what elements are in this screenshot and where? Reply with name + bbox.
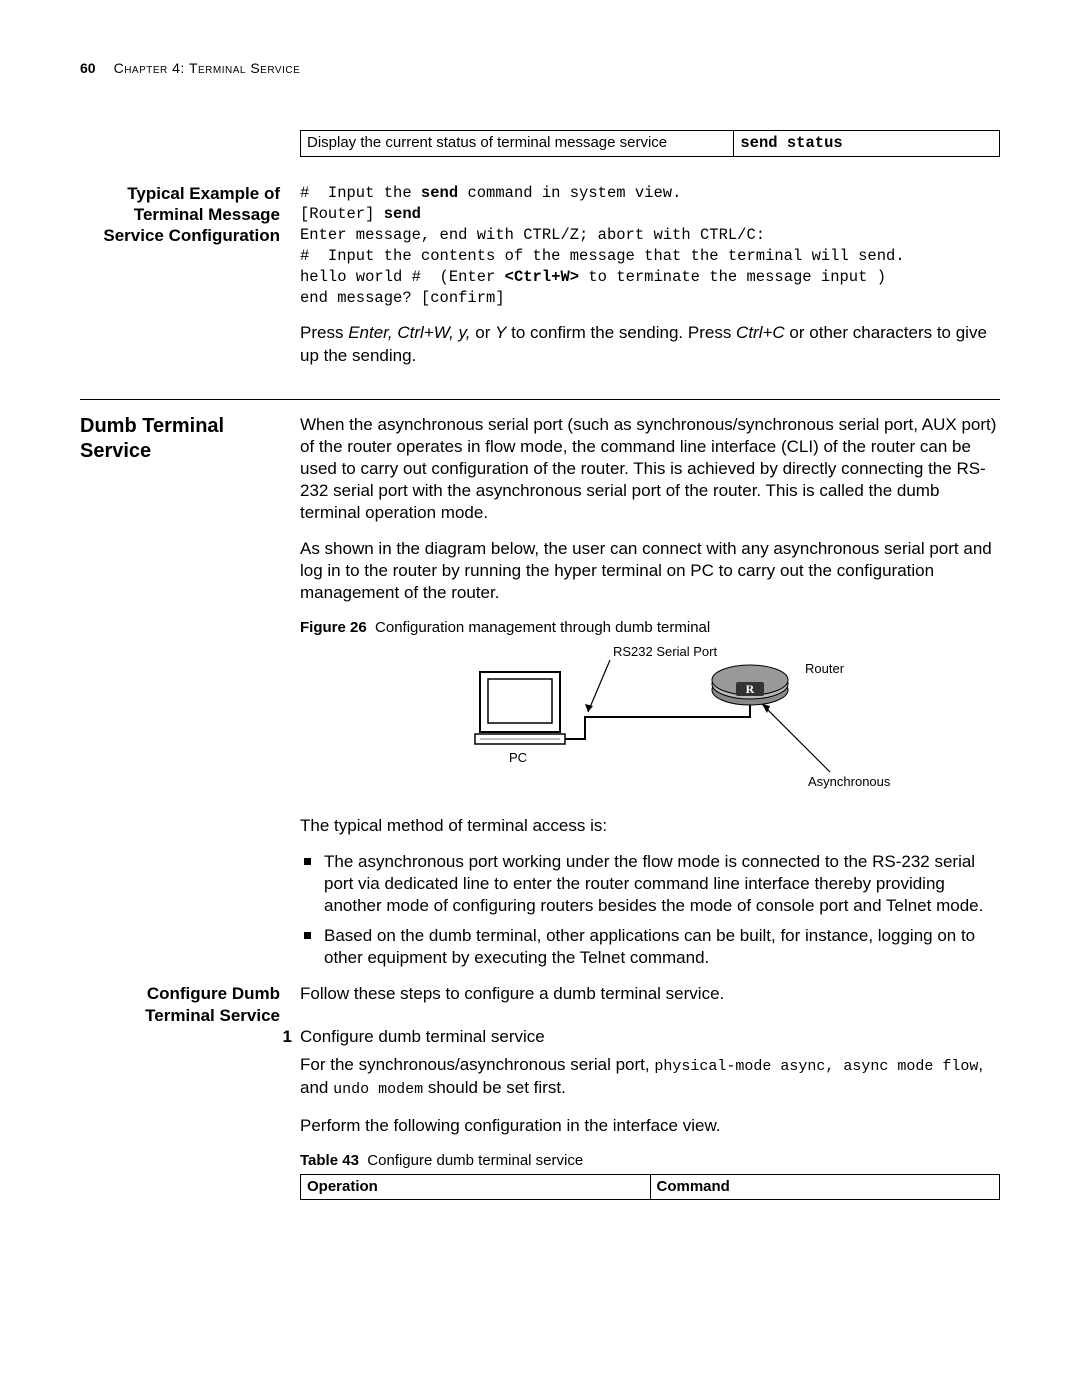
step-1: 1 Configure dumb terminal service: [272, 1026, 1000, 1048]
example-side-label: Typical Example of Terminal Message Serv…: [80, 183, 280, 381]
configure-table: Operation Command: [300, 1174, 1000, 1200]
status-cmd: send status: [734, 131, 1000, 157]
router-glyph: R: [746, 682, 755, 696]
chapter-label: Chapter 4: Terminal Service: [114, 60, 301, 76]
page-number: 60: [80, 60, 96, 76]
bullet-item: The asynchronous port working under the …: [324, 851, 1000, 917]
figure-caption: Figure 26 Configuration management throu…: [300, 618, 1000, 638]
async-label: Asynchronous Port: [808, 774, 890, 789]
press-instruction: Press Enter, Ctrl+W, y, or Y to confirm …: [300, 322, 1000, 366]
dumb-terminal-heading: Dumb Terminal Service: [80, 414, 280, 984]
configure-side-label: Configure Dumb Terminal Service: [80, 983, 280, 1026]
typical-intro: The typical method of terminal access is…: [300, 815, 1000, 837]
serial-port-note: For the synchronous/asynchronous serial …: [300, 1054, 1000, 1101]
bullet-item: Based on the dumb terminal, other applic…: [324, 925, 1000, 969]
perform-note: Perform the following configuration in t…: [300, 1115, 1000, 1137]
router-label: Router: [805, 661, 845, 676]
status-desc: Display the current status of terminal m…: [301, 131, 734, 157]
th-command: Command: [650, 1175, 1000, 1200]
configure-intro: Follow these steps to configure a dumb t…: [300, 983, 1000, 1005]
status-table: Display the current status of terminal m…: [300, 130, 1000, 157]
section-divider: [80, 399, 1000, 400]
dumb-para2: As shown in the diagram below, the user …: [300, 538, 1000, 604]
dumb-para1: When the asynchronous serial port (such …: [300, 414, 1000, 524]
pc-label: PC: [509, 750, 527, 765]
example-code: # Input the send command in system view.…: [300, 183, 1000, 309]
bullet-list: The asynchronous port working under the …: [300, 851, 1000, 969]
page-header: 60 Chapter 4: Terminal Service: [80, 60, 1000, 76]
rs232-label: RS232 Serial Port: [613, 644, 717, 659]
table-caption: Table 43 Configure dumb terminal service: [300, 1151, 1000, 1171]
figure-diagram: PC RS232 Serial Port R Router: [300, 642, 1000, 797]
th-operation: Operation: [301, 1175, 651, 1200]
